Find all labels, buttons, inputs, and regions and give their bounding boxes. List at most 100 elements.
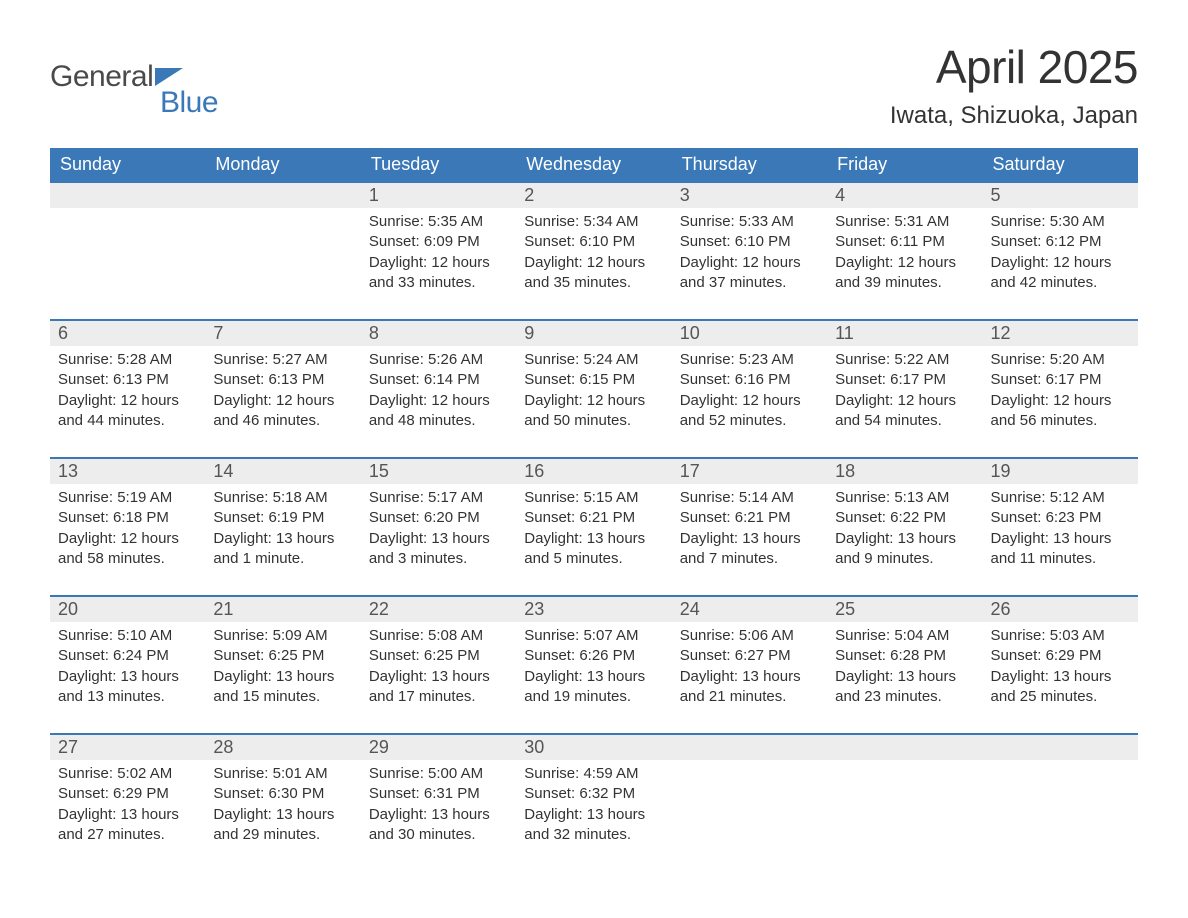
sunset-line: Sunset: 6:31 PM <box>369 784 508 804</box>
sunset-line-value: 6:28 PM <box>890 647 946 664</box>
day-detail-cell: Sunrise: 5:35 AMSunset: 6:09 PMDaylight:… <box>361 208 516 306</box>
sunset-line-value: 6:29 PM <box>113 785 169 802</box>
sunrise-line: Sunrise: 5:12 AM <box>991 488 1130 508</box>
day-detail-cell: Sunrise: 5:26 AMSunset: 6:14 PMDaylight:… <box>361 346 516 444</box>
sunrise-line-label: Sunrise: <box>58 627 117 644</box>
daylight-line-label: Daylight: <box>58 392 121 409</box>
daylight-line-label: Daylight: <box>680 392 743 409</box>
sunset-line: Sunset: 6:23 PM <box>991 508 1130 528</box>
daylight-line: Daylight: 13 hours and 23 minutes. <box>835 667 974 708</box>
sunset-line-label: Sunset: <box>991 647 1046 664</box>
sunset-line-value: 6:10 PM <box>735 233 791 250</box>
sunrise-line-value: 5:24 AM <box>583 351 638 368</box>
sunset-line: Sunset: 6:25 PM <box>213 646 352 666</box>
sunset-line: Sunset: 6:13 PM <box>213 370 352 390</box>
day-number-cell: 22 <box>361 596 516 622</box>
sunset-line-label: Sunset: <box>524 509 579 526</box>
sunrise-line-label: Sunrise: <box>680 489 739 506</box>
day-detail-cell: Sunrise: 5:07 AMSunset: 6:26 PMDaylight:… <box>516 622 671 720</box>
day-number-row: 12345 <box>50 182 1138 208</box>
sunset-line: Sunset: 6:16 PM <box>680 370 819 390</box>
day-number: 6 <box>58 323 68 343</box>
day-detail-cell: Sunrise: 5:00 AMSunset: 6:31 PMDaylight:… <box>361 760 516 858</box>
sunset-line: Sunset: 6:28 PM <box>835 646 974 666</box>
daylight-line-label: Daylight: <box>369 530 432 547</box>
sunrise-line-label: Sunrise: <box>680 627 739 644</box>
sunset-line-value: 6:12 PM <box>1046 233 1102 250</box>
day-number: 15 <box>369 461 389 481</box>
day-number-cell: 7 <box>205 320 360 346</box>
sunset-line-label: Sunset: <box>835 233 890 250</box>
sunrise-line-label: Sunrise: <box>213 765 272 782</box>
daylight-line-label: Daylight: <box>524 530 587 547</box>
sunrise-line-label: Sunrise: <box>991 213 1050 230</box>
sunrise-line: Sunrise: 5:08 AM <box>369 626 508 646</box>
daylight-line-label: Daylight: <box>369 392 432 409</box>
day-number-cell: 4 <box>827 182 982 208</box>
day-number-cell <box>672 734 827 760</box>
daylight-line: Daylight: 12 hours and 58 minutes. <box>58 529 197 570</box>
sunset-line-label: Sunset: <box>369 647 424 664</box>
sunset-line: Sunset: 6:11 PM <box>835 232 974 252</box>
sunrise-line-label: Sunrise: <box>369 213 428 230</box>
sunrise-line-label: Sunrise: <box>991 627 1050 644</box>
day-detail-cell <box>983 760 1138 858</box>
day-detail-cell: Sunrise: 5:31 AMSunset: 6:11 PMDaylight:… <box>827 208 982 306</box>
day-number-cell: 19 <box>983 458 1138 484</box>
day-detail-row: Sunrise: 5:10 AMSunset: 6:24 PMDaylight:… <box>50 622 1138 720</box>
daylight-line-label: Daylight: <box>680 254 743 271</box>
sunrise-line-label: Sunrise: <box>213 627 272 644</box>
sunrise-line-value: 5:23 AM <box>739 351 794 368</box>
day-number: 22 <box>369 599 389 619</box>
day-number-cell: 5 <box>983 182 1138 208</box>
day-number-cell: 18 <box>827 458 982 484</box>
daylight-line-label: Daylight: <box>369 254 432 271</box>
sunset-line: Sunset: 6:22 PM <box>835 508 974 528</box>
daylight-line-label: Daylight: <box>991 668 1054 685</box>
day-number: 7 <box>213 323 223 343</box>
sunrise-line: Sunrise: 5:01 AM <box>213 764 352 784</box>
day-detail-cell: Sunrise: 5:33 AMSunset: 6:10 PMDaylight:… <box>672 208 827 306</box>
sunset-line-value: 6:23 PM <box>1046 509 1102 526</box>
daylight-line: Daylight: 13 hours and 15 minutes. <box>213 667 352 708</box>
day-number: 20 <box>58 599 78 619</box>
calendar-table: Sunday Monday Tuesday Wednesday Thursday… <box>50 148 1138 858</box>
daylight-line-label: Daylight: <box>524 806 587 823</box>
sunset-line: Sunset: 6:10 PM <box>680 232 819 252</box>
day-number-cell: 14 <box>205 458 360 484</box>
daylight-line: Daylight: 12 hours and 39 minutes. <box>835 253 974 294</box>
sunset-line: Sunset: 6:26 PM <box>524 646 663 666</box>
day-number: 23 <box>524 599 544 619</box>
day-detail-cell: Sunrise: 5:04 AMSunset: 6:28 PMDaylight:… <box>827 622 982 720</box>
sunrise-line-value: 5:09 AM <box>273 627 328 644</box>
day-number: 27 <box>58 737 78 757</box>
sunrise-line-value: 5:30 AM <box>1050 213 1105 230</box>
sunset-line: Sunset: 6:17 PM <box>991 370 1130 390</box>
sunrise-line: Sunrise: 5:03 AM <box>991 626 1130 646</box>
sunset-line-label: Sunset: <box>213 371 268 388</box>
sunset-line: Sunset: 6:09 PM <box>369 232 508 252</box>
day-number: 5 <box>991 185 1001 205</box>
weekday-header: Thursday <box>672 148 827 182</box>
sunrise-line: Sunrise: 5:17 AM <box>369 488 508 508</box>
sunset-line-label: Sunset: <box>213 509 268 526</box>
sunset-line-label: Sunset: <box>991 509 1046 526</box>
sunrise-line-label: Sunrise: <box>58 489 117 506</box>
day-number-cell: 30 <box>516 734 671 760</box>
day-detail-cell: Sunrise: 5:22 AMSunset: 6:17 PMDaylight:… <box>827 346 982 444</box>
sunset-line-value: 6:32 PM <box>579 785 635 802</box>
sunrise-line-label: Sunrise: <box>369 351 428 368</box>
sunset-line-value: 6:09 PM <box>424 233 480 250</box>
logo-text-blue: Blue <box>160 86 218 119</box>
sunrise-line: Sunrise: 5:09 AM <box>213 626 352 646</box>
sunset-line-value: 6:22 PM <box>890 509 946 526</box>
sunset-line: Sunset: 6:27 PM <box>680 646 819 666</box>
day-detail-cell: Sunrise: 5:01 AMSunset: 6:30 PMDaylight:… <box>205 760 360 858</box>
sunset-line-label: Sunset: <box>369 785 424 802</box>
title-block: April 2025 Iwata, Shizuoka, Japan <box>890 40 1138 130</box>
sunrise-line-value: 5:18 AM <box>273 489 328 506</box>
day-number-cell: 15 <box>361 458 516 484</box>
sunrise-line-label: Sunrise: <box>991 489 1050 506</box>
sunset-line-label: Sunset: <box>369 509 424 526</box>
daylight-line-label: Daylight: <box>213 392 276 409</box>
